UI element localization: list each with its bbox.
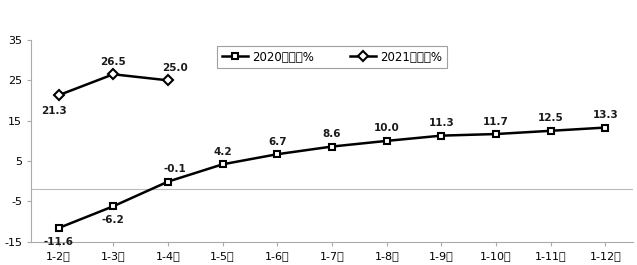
2020年增速% bbox=[328, 145, 336, 148]
Text: 13.3: 13.3 bbox=[592, 110, 619, 120]
Text: 8.6: 8.6 bbox=[323, 129, 341, 139]
Text: 4.2: 4.2 bbox=[213, 147, 232, 157]
Text: 6.7: 6.7 bbox=[268, 137, 287, 147]
Text: -11.6: -11.6 bbox=[43, 237, 73, 247]
2020年增速% bbox=[55, 227, 62, 230]
Text: -6.2: -6.2 bbox=[102, 215, 125, 225]
Legend: 2020年增速%, 2021年增速%: 2020年增速%, 2021年增速% bbox=[217, 46, 447, 68]
2021年增速% bbox=[110, 73, 117, 76]
Text: 26.5: 26.5 bbox=[101, 57, 126, 67]
2020年增速% bbox=[602, 126, 610, 129]
Text: 25.0: 25.0 bbox=[162, 63, 188, 73]
Text: 11.7: 11.7 bbox=[483, 117, 509, 126]
Text: -0.1: -0.1 bbox=[164, 164, 186, 174]
2020年增速% bbox=[218, 163, 226, 166]
2020年增速% bbox=[547, 129, 555, 132]
Line: 2021年增速%: 2021年增速% bbox=[55, 71, 171, 99]
2020年增速% bbox=[110, 205, 117, 208]
Line: 2020年增速%: 2020年增速% bbox=[55, 124, 609, 232]
Text: 11.3: 11.3 bbox=[429, 118, 454, 128]
2020年增速% bbox=[438, 134, 445, 137]
Text: 10.0: 10.0 bbox=[374, 123, 399, 133]
2021年增速% bbox=[164, 79, 172, 82]
2020年增速% bbox=[273, 153, 281, 156]
Text: 12.5: 12.5 bbox=[538, 113, 564, 123]
2020年增速% bbox=[164, 180, 172, 183]
2021年增速% bbox=[55, 94, 62, 97]
2020年增速% bbox=[492, 132, 500, 136]
Text: 21.3: 21.3 bbox=[41, 105, 68, 116]
2020年增速% bbox=[383, 139, 390, 143]
